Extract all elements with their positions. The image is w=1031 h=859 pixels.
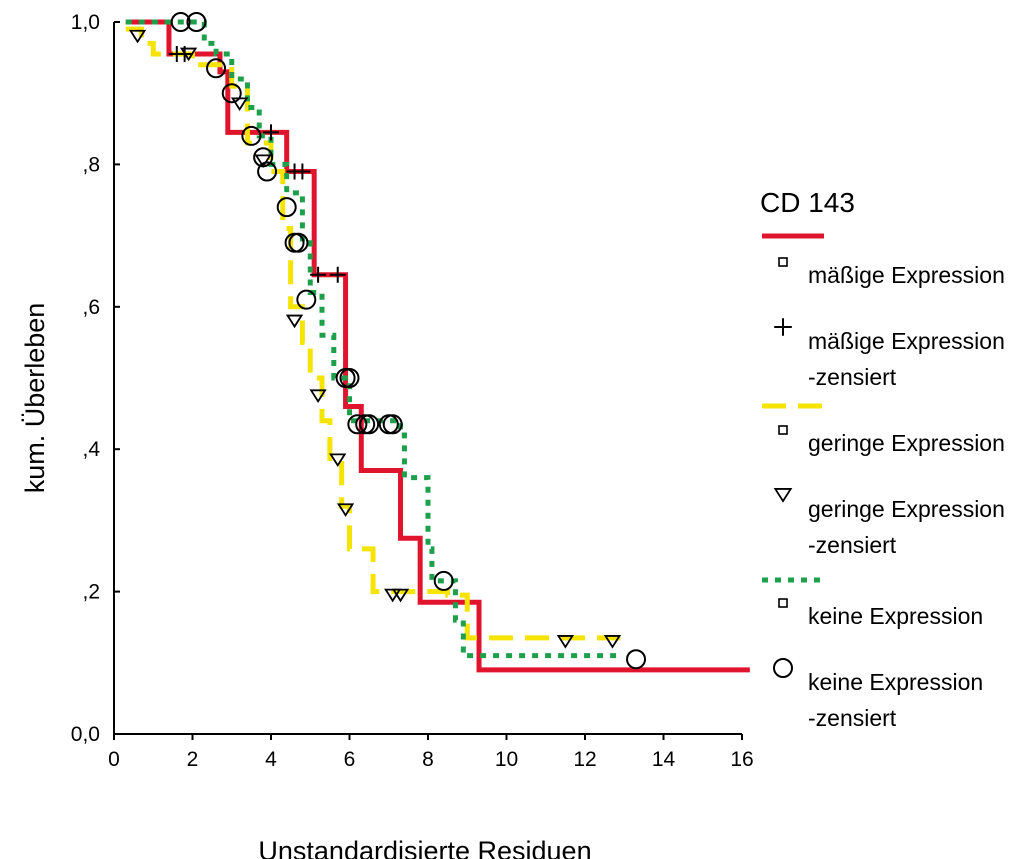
- censor-triangle-marker: [285, 314, 304, 329]
- legend: CD 143 mäßige Expression mäßige Expressio…: [760, 187, 1005, 731]
- censor-circle-marker: [253, 147, 274, 168]
- censor-circle-marker: [626, 649, 647, 670]
- axes: 0,0 ,2 ,4 ,6 ,8 1,0 0 2 4 6 8 10 12 14 16: [71, 11, 754, 771]
- censor-circle-marker: [221, 83, 242, 104]
- censor-triangle-marker: [329, 453, 347, 468]
- series-line: [125, 19, 621, 659]
- censor-circle-marker: [382, 414, 403, 435]
- censor-triangle-marker: [309, 389, 327, 403]
- legend-square-marker: [778, 425, 788, 435]
- censor-triangle-marker: [556, 635, 575, 649]
- x-ticks: 0 2 4 6 8 10 12 14 16: [108, 734, 754, 771]
- censor-circle-marker: [433, 570, 454, 591]
- censor-circle-marker: [276, 197, 297, 218]
- legend-entry-label-cont: -zensiert: [808, 705, 897, 731]
- x-tick-label: 12: [573, 748, 596, 771]
- legend-entry-label: geringe Expression: [808, 430, 1005, 456]
- censor-plus-marker: [310, 266, 327, 283]
- censor-triangle-marker: [336, 503, 355, 517]
- legend-entry-label-cont: -zensiert: [808, 532, 897, 558]
- series-line: [125, 26, 621, 641]
- censor-triangle-marker: [230, 97, 249, 112]
- censor-triangle-marker: [391, 588, 410, 603]
- y-ticks: 0,0 ,2 ,4 ,6 ,8 1,0: [71, 11, 120, 746]
- legend-entry-label: keine Expression: [808, 669, 983, 695]
- censor-plus-marker: [774, 318, 792, 336]
- censor-triangle-marker: [603, 635, 622, 649]
- y-tick-label: ,4: [82, 438, 100, 461]
- censor-circle-marker: [241, 125, 262, 146]
- plot-lines: [125, 19, 750, 673]
- censor-circle-marker: [347, 414, 368, 435]
- legend-square-marker: [778, 598, 788, 608]
- censor-circle-marker: [257, 161, 278, 182]
- censor-triangle-marker: [254, 154, 272, 169]
- y-tick-label: 1,0: [71, 11, 100, 34]
- censor-triangle-marker: [128, 29, 147, 44]
- x-tick-label: 0: [108, 748, 120, 771]
- legend-square-marker: [778, 257, 788, 267]
- y-tick-label: 0,0: [71, 723, 100, 746]
- censor-circle-marker: [359, 414, 380, 435]
- y-tick-label: ,2: [82, 581, 100, 604]
- y-tick-label: ,6: [82, 296, 100, 319]
- censor-plus-marker: [329, 266, 346, 283]
- censor-circle-marker: [206, 58, 227, 79]
- x-tick-label: 2: [187, 748, 199, 771]
- censor-circle-marker: [170, 12, 191, 32]
- censor-circle-marker: [186, 12, 207, 32]
- x-axis-label: Unstandardisierte Residuen: [258, 836, 591, 859]
- legend-entry-label: geringe Expression: [808, 496, 1005, 522]
- censor-circle-marker: [378, 414, 399, 435]
- censor-circle-marker: [339, 368, 360, 388]
- plot-markers: [128, 12, 647, 670]
- legend-title: CD 143: [760, 187, 855, 218]
- censor-triangle-marker: [179, 47, 198, 62]
- x-tick-label: 14: [652, 748, 676, 771]
- legend-entry-label-cont: -zensiert: [808, 364, 897, 390]
- legend-entry-label: keine Expression: [808, 603, 983, 629]
- y-axis-label: kum. Überleben: [20, 303, 50, 494]
- y-tick-label: ,8: [82, 153, 100, 176]
- x-tick-label: 6: [344, 748, 356, 771]
- censor-plus-marker: [263, 124, 279, 141]
- x-tick-label: 16: [730, 748, 753, 771]
- censor-circle-marker: [288, 232, 309, 253]
- series-line: [125, 19, 750, 673]
- censor-triangle-marker: [773, 488, 793, 503]
- x-tick-label: 10: [495, 748, 518, 771]
- censor-circle-marker: [773, 658, 793, 678]
- censor-circle-marker: [296, 289, 317, 310]
- censor-plus-marker: [294, 163, 311, 180]
- x-tick-label: 8: [422, 748, 434, 771]
- legend-entry-label: mäßige Expression: [808, 262, 1005, 288]
- legend-entry-label: mäßige Expression: [808, 328, 1005, 354]
- x-tick-label: 4: [265, 748, 277, 771]
